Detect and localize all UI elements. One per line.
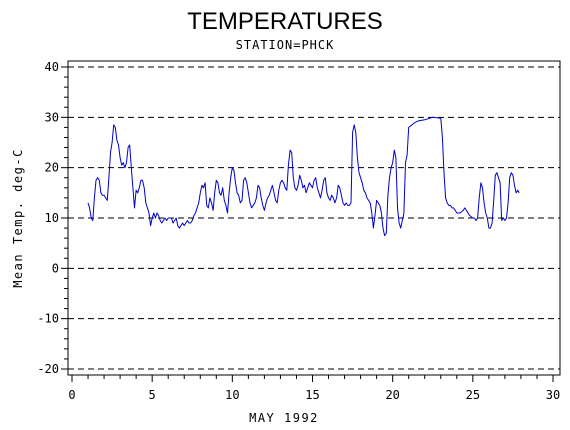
- y-tick-label: -10: [37, 312, 59, 326]
- x-tick-label: 20: [385, 388, 399, 402]
- x-tick-label: 10: [225, 388, 239, 402]
- x-axis-ticks: 0 5 10 15 20 25 30: [68, 375, 560, 402]
- y-tick-label: 10: [45, 211, 59, 225]
- y-tick-label: 30: [45, 110, 59, 124]
- chart-subtitle: STATION=PHCK: [236, 38, 335, 52]
- y-axis-label: Mean Temp. deg-C: [11, 148, 25, 288]
- y-tick-label: 40: [45, 60, 59, 74]
- x-tick-label: 5: [149, 388, 156, 402]
- chart-title: TEMPERATURES: [187, 8, 383, 35]
- temperature-series-line: [87, 116, 520, 237]
- x-tick-label: 0: [68, 388, 75, 402]
- series-group: [87, 116, 520, 237]
- x-tick-label: 30: [546, 388, 560, 402]
- y-axis-ticks: -20 -10 0 10 20 30 40: [37, 60, 68, 376]
- y-tick-label: -20: [37, 362, 59, 376]
- y-tick-label: 0: [52, 261, 59, 275]
- x-tick-label: 25: [466, 388, 480, 402]
- x-axis-label: MAY 1992: [249, 411, 319, 425]
- grid-lines: [68, 66, 560, 370]
- y-tick-label: 20: [45, 161, 59, 175]
- x-tick-label: 15: [305, 388, 319, 402]
